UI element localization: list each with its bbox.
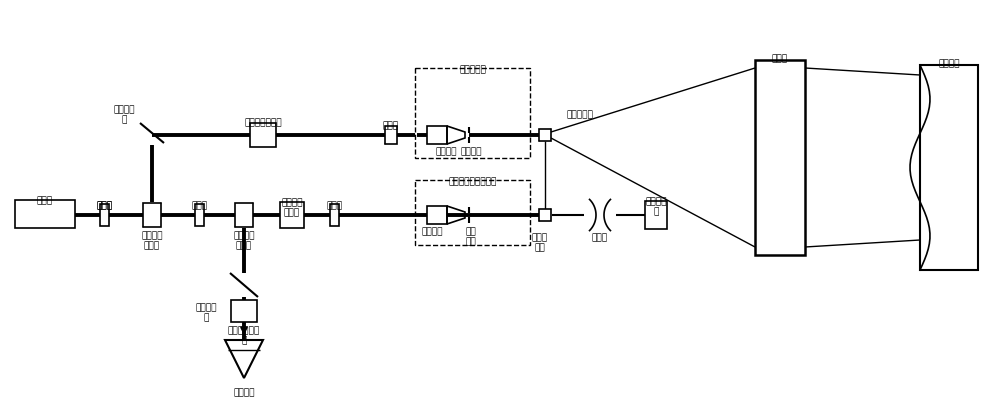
Text: 激光器: 激光器 xyxy=(37,196,53,205)
Text: 显微物镜: 显微物镜 xyxy=(421,227,443,236)
Bar xyxy=(280,202,304,228)
Text: 点衍
射孔: 点衍 射孔 xyxy=(466,227,476,246)
Bar xyxy=(539,209,551,221)
Text: 第二声光频移
器: 第二声光频移 器 xyxy=(228,326,260,345)
Text: 点衍射光波生成装置: 点衍射光波生成装置 xyxy=(448,177,497,186)
Bar xyxy=(755,60,805,255)
Text: 成像镜: 成像镜 xyxy=(592,233,608,242)
Text: 第二反射
镜: 第二反射 镜 xyxy=(195,303,217,322)
Bar xyxy=(645,201,667,229)
Bar xyxy=(427,126,447,144)
Text: 合束镜: 合束镜 xyxy=(383,121,399,130)
Bar xyxy=(920,65,978,270)
Bar xyxy=(15,200,75,228)
Text: 第一反射
镜: 第一反射 镜 xyxy=(113,105,135,124)
Bar xyxy=(195,204,204,226)
Text: 半波片: 半波片 xyxy=(191,201,208,210)
Bar xyxy=(231,300,257,322)
Bar xyxy=(235,203,253,227)
Bar xyxy=(427,206,447,224)
Text: 显微物镜: 显微物镜 xyxy=(435,147,457,156)
Text: 第一声光频移器: 第一声光频移器 xyxy=(244,118,282,127)
Text: 待测样品: 待测样品 xyxy=(938,59,960,68)
Bar xyxy=(250,123,276,147)
Bar xyxy=(415,180,530,245)
Text: 第二偏振
分光镜: 第二偏振 分光镜 xyxy=(233,231,255,250)
Text: 面阵探测
器: 面阵探测 器 xyxy=(645,197,667,216)
Text: 第一偏振
分光镜: 第一偏振 分光镜 xyxy=(141,231,163,250)
Bar xyxy=(539,129,551,141)
Text: 准直镜: 准直镜 xyxy=(772,54,788,63)
Text: 第三声光
频移器: 第三声光 频移器 xyxy=(281,198,303,218)
Text: 第二分
光镜: 第二分 光镜 xyxy=(532,233,548,252)
Text: 半波片: 半波片 xyxy=(326,201,343,210)
Text: 空间滤波器: 空间滤波器 xyxy=(459,65,486,74)
Bar xyxy=(415,68,530,158)
Bar xyxy=(330,204,339,226)
Bar xyxy=(143,203,161,227)
Text: 半波片: 半波片 xyxy=(96,201,113,210)
Text: 第一分光镜: 第一分光镜 xyxy=(567,110,593,119)
Text: 半波片: 半波片 xyxy=(96,201,113,210)
Text: 滤波针孔: 滤波针孔 xyxy=(460,147,482,156)
Text: 角锥棱镜: 角锥棱镜 xyxy=(233,388,255,397)
Bar xyxy=(100,204,109,226)
Bar xyxy=(385,126,397,144)
